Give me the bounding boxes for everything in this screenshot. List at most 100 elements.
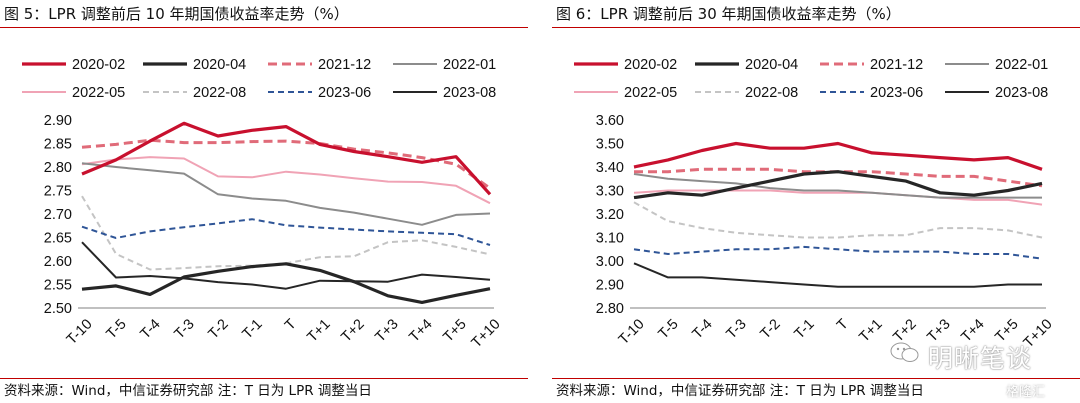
- series-line-2022-08: [633, 201, 1043, 239]
- source-divider: [552, 378, 1080, 379]
- legend-item: 2023-06: [268, 85, 371, 101]
- legend-label: 2022-01: [995, 57, 1048, 73]
- y-axis: 3.60 3.50 3.40 3.30 3.20 3.10 3.00 2.90 2.80: [596, 113, 624, 317]
- series-line-2020-02: [81, 121, 492, 196]
- y-tick-label: 2.75: [44, 184, 72, 200]
- legend-label: 2020-04: [193, 57, 246, 73]
- y-tick-label: 2.60: [44, 254, 72, 270]
- legend-item: 2022-08: [695, 85, 798, 101]
- legend-label: 2022-05: [72, 85, 125, 101]
- legend-item: 2021-12: [820, 57, 923, 73]
- legend-item: 2022-08: [143, 85, 246, 101]
- source-note: 资料来源：Wind，中信证券研究部 注：T 日为 LPR 调整当日: [4, 383, 372, 399]
- x-tick-label: T-4: [137, 316, 163, 342]
- y-tick-label: 2.55: [44, 278, 72, 294]
- legend-item: 2023-08: [393, 85, 496, 101]
- series-line-2020-02: [633, 141, 1043, 171]
- y-tick-label: 2.80: [44, 160, 72, 176]
- y-tick-label: 3.10: [596, 231, 624, 247]
- x-tick-label: T+1: [856, 316, 885, 345]
- legend-label: 2023-06: [870, 85, 923, 101]
- legend-label: 2020-02: [624, 57, 677, 73]
- x-tick-label: T-5: [103, 316, 129, 342]
- series-line-2023-08: [633, 262, 1042, 288]
- y-tick-label: 2.85: [44, 137, 72, 153]
- watermark-text: 明晰笔谈: [928, 344, 1033, 373]
- series-line-2023-08: [81, 241, 491, 290]
- series-line-2022-01: [633, 173, 1042, 199]
- series-line-2023-06: [81, 218, 491, 246]
- y-tick-label: 3.20: [596, 207, 624, 223]
- legend-label: 2022-01: [443, 57, 496, 73]
- y-tick-label: 3.00: [596, 254, 624, 270]
- legend-item: 2020-04: [143, 57, 246, 73]
- x-tick-label: T-10: [616, 316, 648, 348]
- source-divider: [0, 378, 528, 379]
- legend-label: 2023-08: [443, 85, 496, 101]
- x-tick-label: T+2: [338, 316, 367, 345]
- legend-item: 2023-08: [945, 85, 1048, 101]
- y-tick-label: 2.70: [44, 207, 72, 223]
- y-axis: 2.90 2.85 2.80 2.75 2.70 2.65 2.60 2.55 2.50: [44, 113, 72, 317]
- series-lines: [633, 141, 1043, 288]
- y-tick-label: 3.30: [596, 184, 624, 200]
- legend-item: 2020-02: [574, 57, 677, 73]
- y-tick-label: 3.40: [596, 160, 624, 176]
- x-tick-label: T-2: [757, 316, 783, 342]
- y-tick-label: 2.80: [596, 301, 624, 317]
- series-line-2022-05: [81, 156, 491, 205]
- title-divider: [552, 27, 1080, 28]
- series-line-2023-06: [633, 245, 1043, 260]
- legend-item: 2020-02: [22, 57, 125, 73]
- x-tick-label: T+10: [469, 316, 504, 351]
- line-chart-30y-yield: 2020-02 2020-04 2021-12 2022-01 2022-05 2022-…: [574, 57, 1056, 351]
- x-tick-label: T-2: [205, 316, 231, 342]
- x-tick-label: T-3: [723, 316, 749, 342]
- x-tick-label: T: [834, 316, 852, 334]
- legend-label: 2023-08: [995, 85, 1048, 101]
- legend-item: 2022-01: [945, 57, 1048, 73]
- series-line-2022-05: [633, 189, 1043, 206]
- title-divider: [0, 27, 528, 28]
- x-tick-label: T-4: [689, 316, 715, 342]
- x-tick-label: T+5: [440, 316, 469, 345]
- x-tick-label: T-3: [171, 316, 197, 342]
- legend-item: 2020-04: [695, 57, 798, 73]
- legend: 2020-02 2020-04 2021-12 2022-01 2022-05 2022-…: [22, 57, 496, 101]
- y-tick-label: 2.90: [44, 113, 72, 129]
- figure-title: 图 5：LPR 调整前后 10 年期国债收益率走势（%）: [4, 5, 349, 23]
- figure-title: 图 6：LPR 调整前后 30 年期国债收益率走势（%）: [556, 5, 901, 23]
- y-tick-label: 3.60: [596, 113, 624, 129]
- legend-label: 2021-12: [870, 57, 923, 73]
- y-tick-label: 2.90: [596, 278, 624, 294]
- line-chart-10y-yield: 2020-02 2020-04 2021-12 2022-01 2022-05 2022-…: [22, 57, 504, 351]
- y-tick-label: 2.50: [44, 301, 72, 317]
- series-line-2020-04: [81, 262, 491, 304]
- legend-label: 2022-08: [745, 85, 798, 101]
- legend-label: 2020-02: [72, 57, 125, 73]
- legend-item: 2022-05: [22, 85, 125, 101]
- x-tick-label: T+1: [304, 316, 333, 345]
- x-tick-label: T-10: [64, 316, 96, 348]
- legend-label: 2022-08: [193, 85, 246, 101]
- legend-label: 2023-06: [318, 85, 371, 101]
- x-tick-label: T-1: [239, 316, 265, 342]
- series-line-2021-12: [81, 138, 491, 190]
- y-tick-label: 3.50: [596, 137, 624, 153]
- x-tick-label: T-5: [655, 316, 681, 342]
- legend-label: 2022-05: [624, 85, 677, 101]
- y-tick-label: 2.65: [44, 231, 72, 247]
- watermark: 明晰笔谈 格隆汇: [888, 335, 1080, 401]
- x-axis: T-10 T-5 T-4 T-3 T-2 T-1 T T+1 T+2 T+3 T+4 T+5 T+10: [64, 316, 504, 351]
- wechat-icon: [890, 342, 919, 362]
- legend: 2020-02 2020-04 2021-12 2022-01 2022-05 2022-…: [574, 57, 1048, 101]
- legend-label: 2021-12: [318, 57, 371, 73]
- source-note: 资料来源：Wind，中信证券研究部 注：T 日为 LPR 调整当日: [556, 383, 924, 399]
- watermark-sub: 格隆汇: [1006, 385, 1046, 400]
- legend-item: 2022-05: [574, 85, 677, 101]
- x-tick-label: T+4: [406, 316, 435, 345]
- x-tick-label: T+3: [372, 316, 401, 345]
- x-tick-label: T: [282, 316, 300, 334]
- chart-panel-30y: 图 6：LPR 调整前后 30 年期国债收益率走势（%） 2020-02 2020…: [552, 0, 1080, 403]
- legend-item: 2022-01: [393, 57, 496, 73]
